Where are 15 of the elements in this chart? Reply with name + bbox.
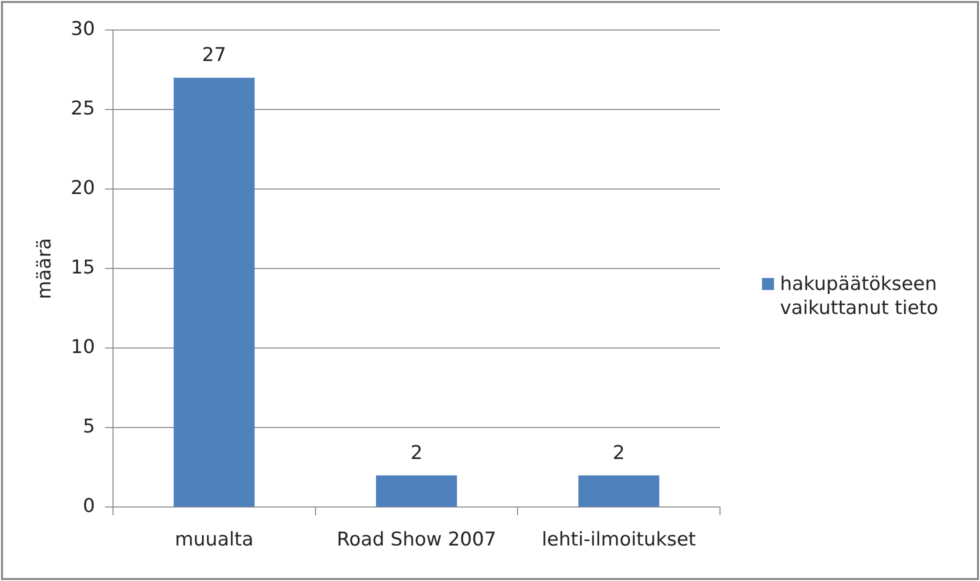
x-tick-label: muualta [174, 528, 254, 551]
y-tick-label: 20 [70, 177, 95, 200]
legend-label: hakupäätökseen vaikuttanut tieto [780, 272, 940, 320]
y-tick-label: 30 [70, 18, 95, 40]
data-label: 2 [612, 442, 625, 464]
y-tick-label: 15 [70, 256, 95, 279]
data-label: 2 [410, 442, 423, 464]
y-axis-title: määrä [33, 238, 56, 300]
y-tick-label: 10 [70, 336, 95, 358]
x-tick-label: Road Show 2007 [336, 528, 496, 551]
y-tick-label: 25 [70, 97, 95, 120]
data-label: 27 [202, 44, 226, 66]
y-tick-label: 5 [82, 416, 95, 438]
x-tick-label: lehti-ilmoitukset [542, 528, 696, 551]
y-tick-label: 0 [82, 495, 95, 518]
